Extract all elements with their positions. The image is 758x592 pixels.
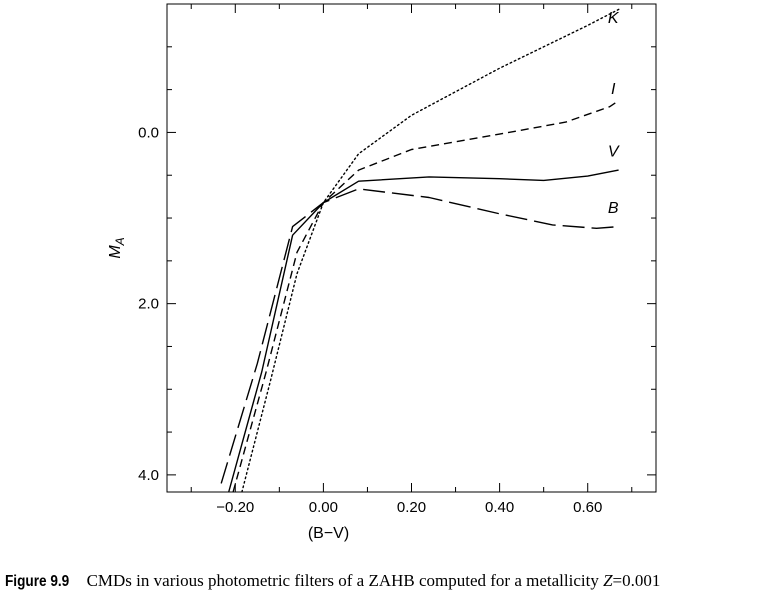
y-axis-label: MA (107, 237, 127, 258)
series-label-i: I (611, 81, 616, 98)
series-label-k: K (608, 10, 620, 27)
caption-text: CMDs in various photometric filters of a… (86, 571, 604, 590)
y-axis-label-main: M (107, 245, 124, 259)
series-label-b: B (608, 200, 619, 217)
x-tick-label: 0.60 (573, 499, 602, 516)
x-tick-label: 0.00 (309, 499, 338, 516)
caption-math-value: =0.001 (612, 571, 661, 590)
figure-caption: Figure 9.9 CMDs in various photometric fi… (5, 571, 757, 591)
x-axis-label: (B−V) (308, 525, 349, 542)
caption-math-var: Z (603, 571, 613, 590)
series-k-line (241, 7, 622, 492)
y-tick-label: 2.0 (138, 296, 159, 313)
x-tick-label: 0.40 (485, 499, 514, 516)
series-v-line (228, 169, 619, 492)
y-axis-label-sub: A (113, 237, 127, 246)
caption-label: Figure 9.9 (5, 573, 70, 590)
y-tick-label: 0.0 (138, 124, 159, 141)
series-i-line (232, 100, 619, 492)
x-tick-label: 0.20 (397, 499, 426, 516)
y-tick-label: 4.0 (138, 467, 159, 484)
series-b-line (220, 188, 619, 484)
x-tick-label: −0.20 (216, 499, 254, 516)
series-label-v: V (608, 143, 620, 160)
cmd-chart: −0.20 0.00 0.20 0.40 0.60 0.0 2.0 4.0 (B−V) MA K I… (107, 3, 657, 542)
